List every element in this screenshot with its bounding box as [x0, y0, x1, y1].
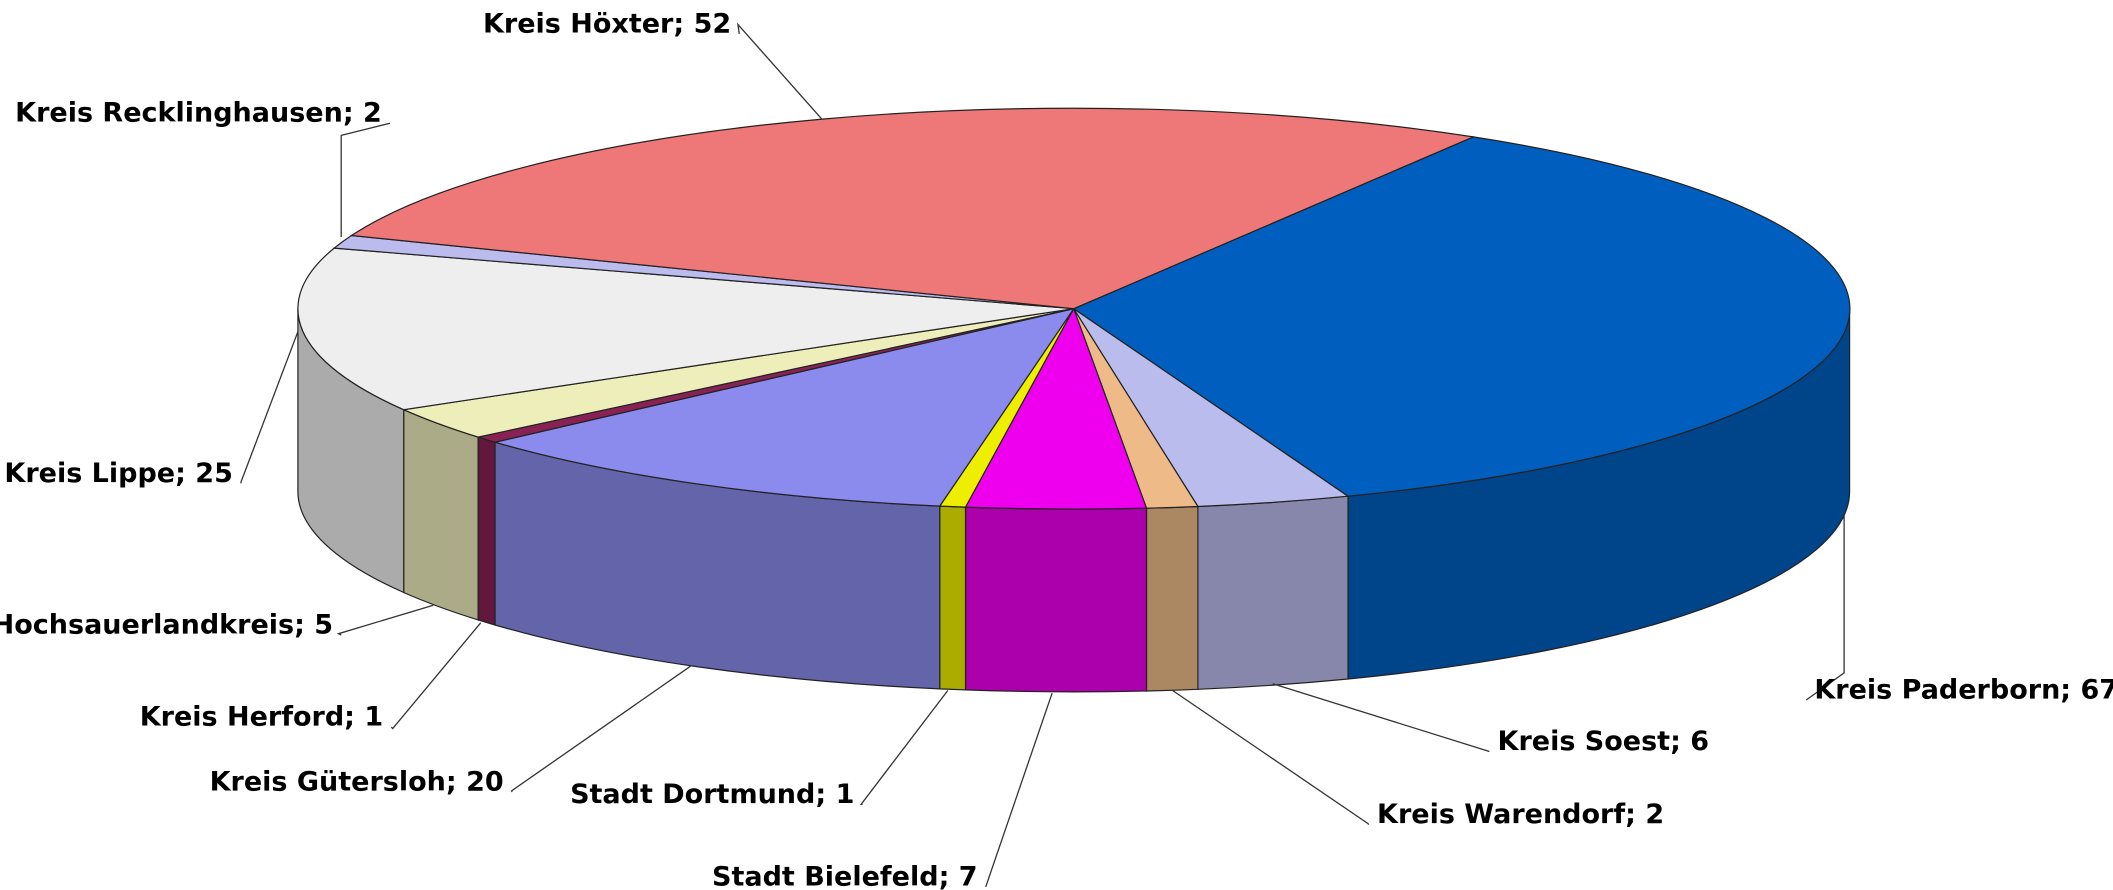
- data-label: Kreis Höxter; 52: [483, 8, 731, 39]
- slice-side: [964, 506, 1148, 693]
- data-label: Hochsauerlandkreis; 5: [0, 609, 333, 640]
- label-value: 6: [1690, 725, 1709, 756]
- label-category: Kreis Soest: [1498, 725, 1671, 756]
- slice: [492, 307, 1076, 507]
- data-label: Kreis Herford; 1: [140, 701, 383, 732]
- leader-line: [985, 692, 1053, 888]
- label-value: 52: [694, 8, 732, 39]
- leader-line: [859, 690, 949, 805]
- label-category: Kreis Höxter: [483, 8, 674, 39]
- slice-side: [477, 436, 496, 626]
- label-separator: ;: [815, 778, 835, 809]
- label-category: Kreis Warendorf: [1377, 799, 1625, 830]
- slice-side: [403, 408, 479, 621]
- label-separator: ;: [175, 457, 195, 488]
- data-label: Kreis Gütersloh; 20: [210, 766, 504, 797]
- leader-line: [736, 22, 823, 120]
- slice: [297, 247, 1074, 411]
- label-value: 20: [466, 766, 504, 797]
- label-category: Kreis Lippe: [4, 457, 175, 488]
- slice-side: [1197, 495, 1349, 690]
- data-label: Kreis Recklinghausen; 2: [15, 97, 382, 128]
- leader-line: [1805, 514, 1845, 701]
- label-value: 1: [364, 701, 383, 732]
- label-separator: ;: [1625, 799, 1645, 830]
- label-separator: ;: [673, 8, 693, 39]
- leader-line: [390, 622, 482, 730]
- leader-line: [340, 122, 391, 237]
- label-separator: ;: [344, 701, 364, 732]
- slice-side: [939, 505, 967, 691]
- label-value: 2: [363, 97, 382, 128]
- data-label: Stadt Bielefeld; 7: [712, 861, 978, 890]
- label-category: Stadt Dortmund: [570, 778, 815, 809]
- label-separator: ;: [294, 609, 314, 640]
- label-value: 5: [314, 609, 333, 640]
- slice: [349, 107, 1476, 310]
- data-label: Kreis Paderborn; 67: [1814, 674, 2113, 705]
- slice: [1072, 136, 1851, 497]
- label-category: Kreis Recklinghausen: [15, 97, 343, 128]
- leader-line: [336, 604, 434, 636]
- label-category: Hochsauerlandkreis: [0, 609, 294, 640]
- label-category: Kreis Gütersloh: [210, 766, 446, 797]
- leader-line: [511, 665, 691, 793]
- label-separator: ;: [939, 861, 959, 890]
- label-category: Kreis Paderborn: [1814, 674, 2060, 705]
- data-label: Kreis Soest; 6: [1498, 725, 1710, 756]
- slice-side: [1145, 505, 1199, 692]
- label-category: Stadt Bielefeld: [712, 861, 939, 890]
- label-value: 1: [836, 778, 855, 809]
- label-separator: ;: [2060, 674, 2080, 705]
- data-label: Kreis Lippe; 25: [4, 457, 232, 488]
- label-separator: ;: [343, 97, 363, 128]
- data-label: Stadt Dortmund; 1: [570, 778, 854, 809]
- label-value: 67: [2081, 674, 2113, 705]
- label-value: 2: [1645, 799, 1664, 830]
- data-label: Kreis Warendorf; 2: [1377, 799, 1664, 830]
- leader-line: [1172, 689, 1370, 826]
- label-value: 7: [959, 861, 978, 890]
- label-separator: ;: [446, 766, 466, 797]
- label-separator: ;: [1670, 725, 1690, 756]
- leader-line: [240, 331, 299, 484]
- label-category: Kreis Herford: [140, 701, 344, 732]
- label-value: 25: [195, 457, 233, 488]
- leader-line: [1272, 683, 1490, 753]
